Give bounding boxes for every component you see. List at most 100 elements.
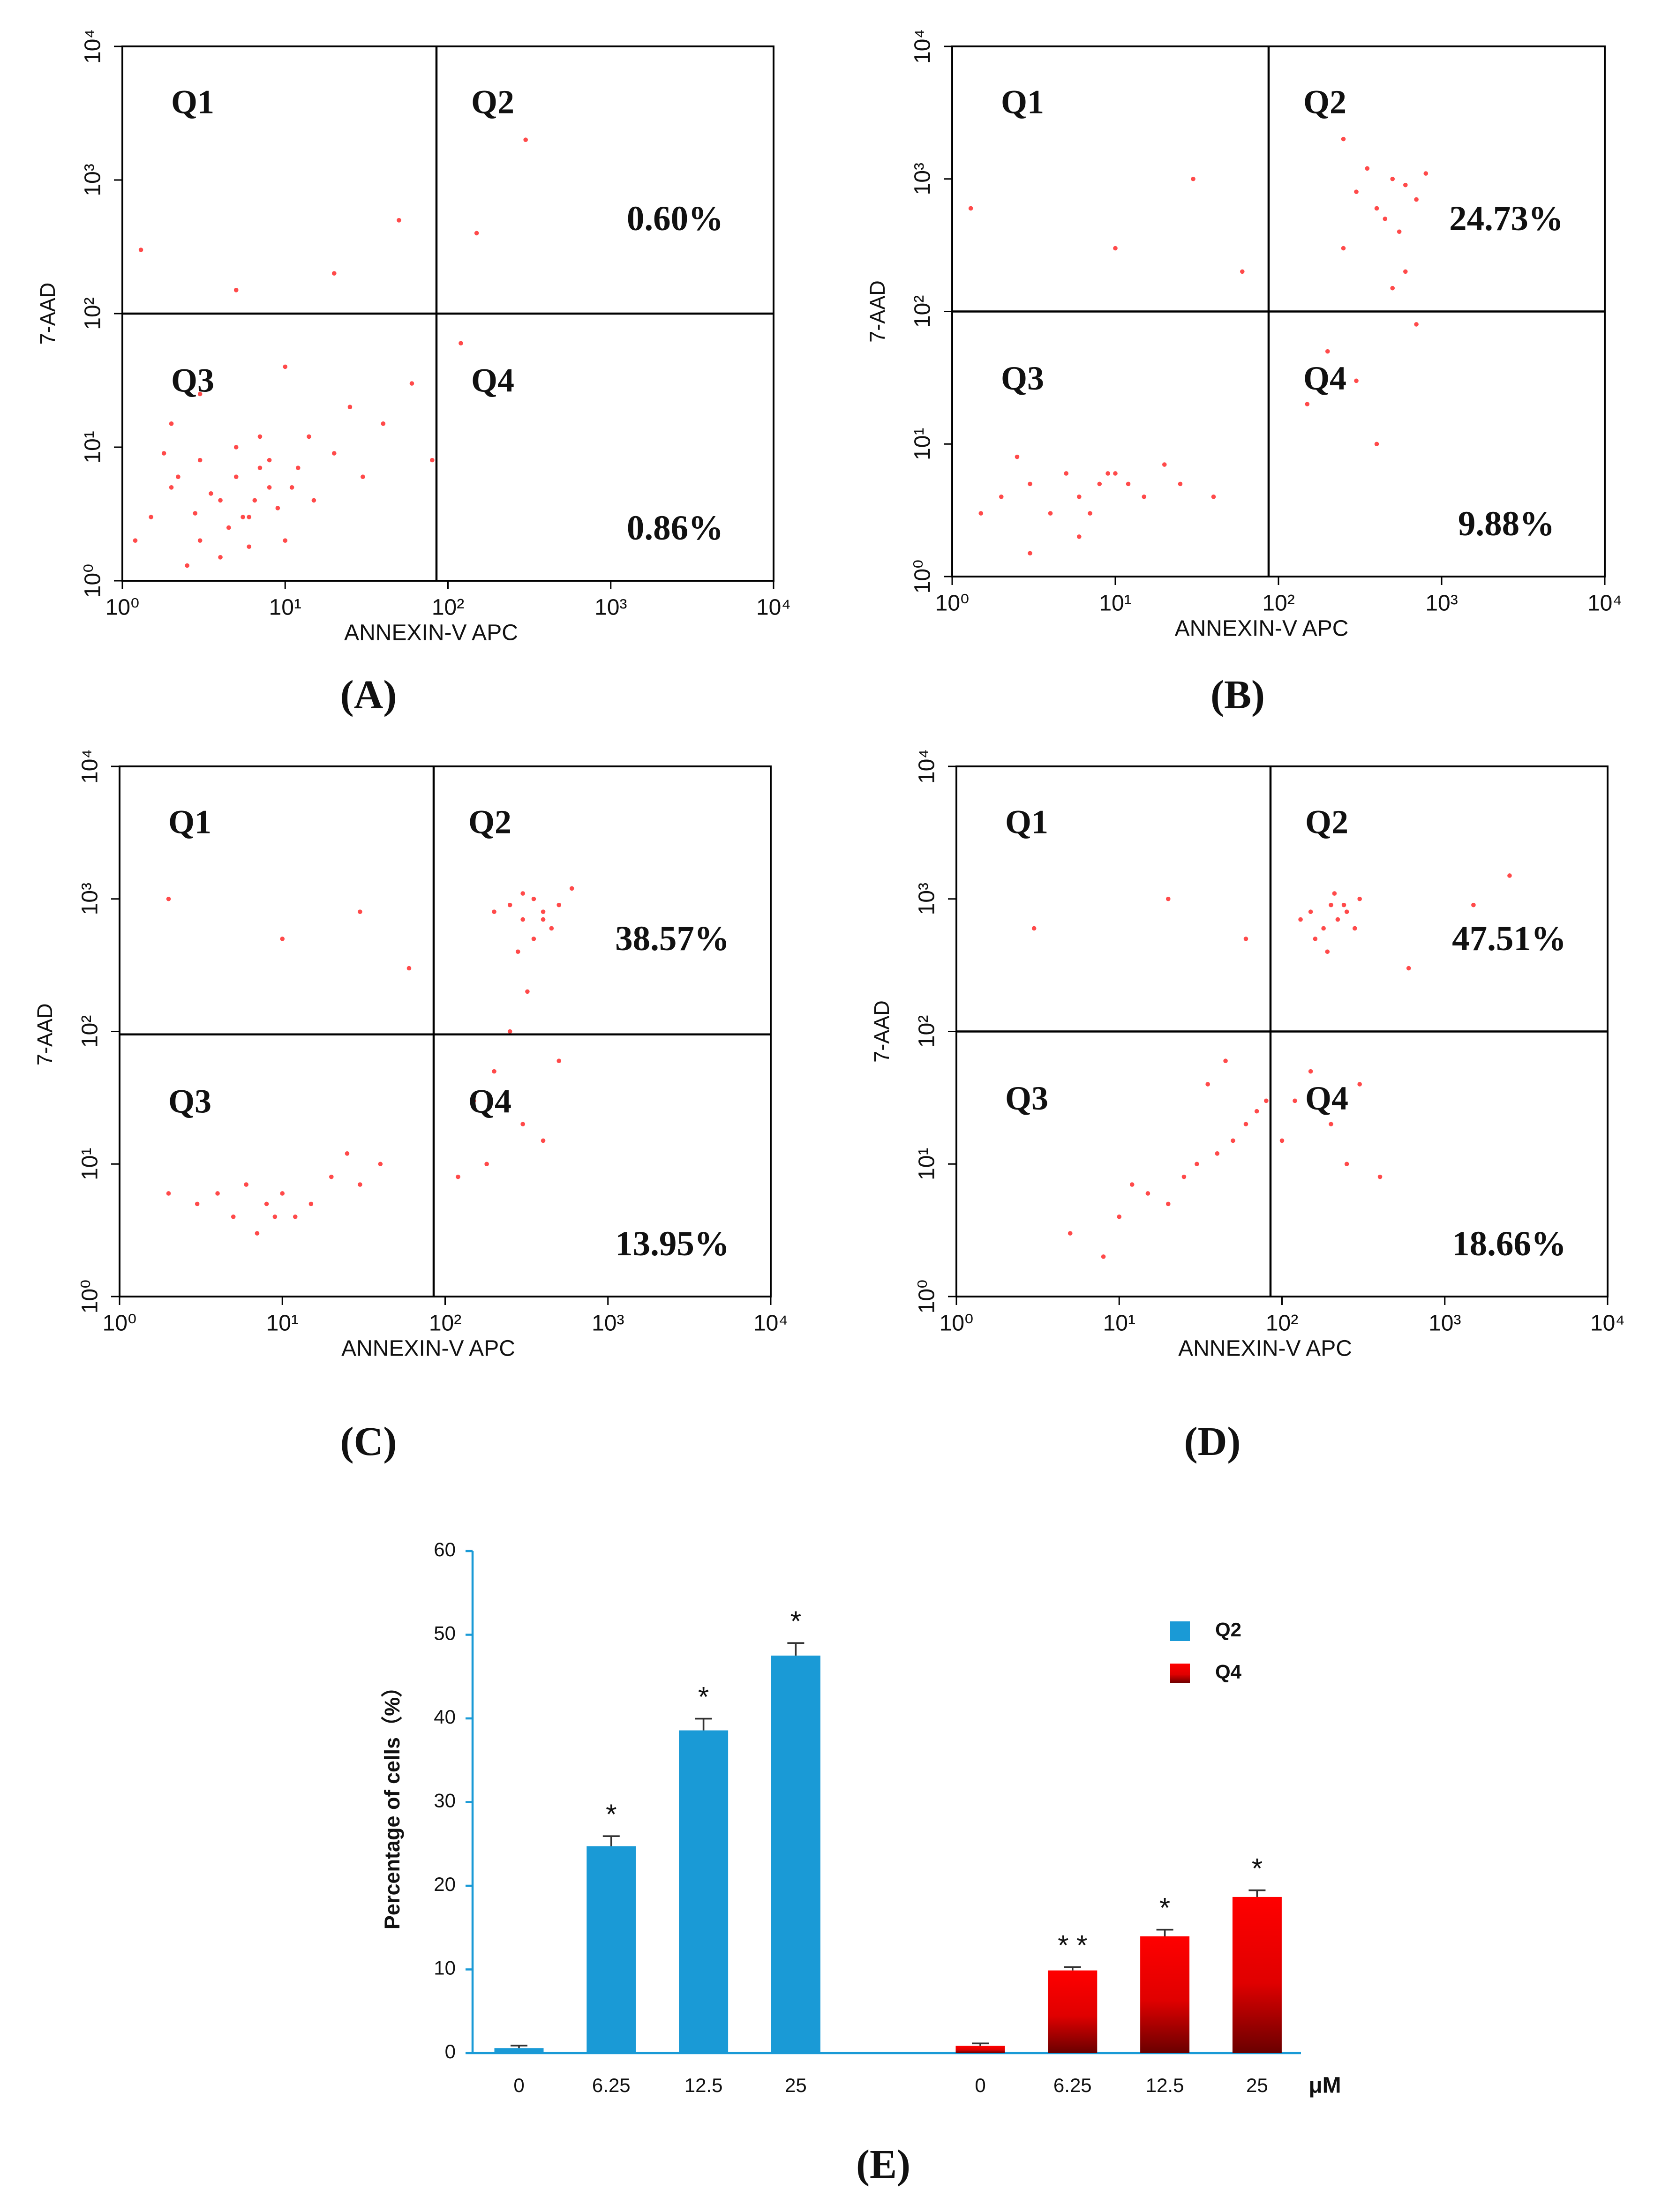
quadrant-label: Q3 (168, 1082, 211, 1120)
cell-point (1390, 285, 1395, 291)
cell-point (1162, 462, 1167, 467)
cell-point (1383, 217, 1388, 221)
y-axis-label: 7-AAD (36, 283, 60, 345)
quadrant-label: Q4 (1305, 1080, 1348, 1117)
y-tick-label: 10⁰ (81, 564, 105, 598)
quadrant-label: Q2 (1303, 83, 1346, 121)
legend-label: Q2 (1215, 1619, 1241, 1641)
cell-point (1191, 176, 1195, 181)
x-tick-label: 10⁰ (940, 1311, 974, 1336)
x-tick-label: 10³ (594, 595, 627, 620)
x-tick-label: 10² (432, 595, 464, 620)
quadrant-label: Q3 (1005, 1080, 1048, 1117)
cell-point (252, 498, 257, 503)
x-tick-label: 10³ (1428, 1311, 1461, 1336)
y-tick-label: 10¹ (78, 1148, 103, 1180)
x-tick-label: 10⁰ (105, 595, 140, 620)
cell-point (138, 247, 143, 252)
quadrant-label: Q2 (468, 803, 511, 841)
cell-point (1313, 937, 1318, 941)
x-tick-label: 10² (1262, 591, 1294, 616)
cell-point (1254, 1109, 1259, 1114)
panel-label: (E) (856, 2141, 910, 2187)
cell-point (999, 494, 1004, 499)
quadrant-label: Q4 (471, 362, 514, 399)
y-tick-label: 10⁴ (910, 29, 935, 64)
cell-point (185, 563, 189, 568)
x-tick-label: 0 (975, 2074, 985, 2096)
cell-point (541, 909, 546, 914)
bar (955, 2046, 1005, 2053)
cell-point (1279, 1138, 1285, 1143)
cell-point (531, 896, 536, 901)
q2-percent: 47.51% (1452, 919, 1566, 958)
cell-point (257, 465, 263, 470)
cell-point (264, 1201, 269, 1207)
quadrant-label: Q4 (468, 1082, 511, 1120)
cell-point (275, 506, 280, 510)
cell-point (231, 1214, 236, 1219)
cell-point (1414, 322, 1419, 327)
significance: * (698, 1681, 709, 1712)
x-axis-label: ANNEXIN-V APC (341, 1336, 515, 1361)
legend-label: Q4 (1215, 1661, 1242, 1683)
panel-label: (D) (1184, 1418, 1241, 1464)
cell-point (209, 491, 213, 496)
y-tick-label: 30 (434, 1790, 456, 1812)
cell-point (1064, 471, 1069, 476)
quadrant-label: Q3 (171, 362, 214, 399)
cell-point (169, 485, 174, 490)
cell-point (1397, 229, 1402, 234)
cell-point (255, 1231, 260, 1236)
cell-point (1325, 349, 1330, 354)
cell-point (149, 515, 153, 519)
cell-point (169, 421, 174, 426)
y-tick-label: 50 (434, 1622, 456, 1644)
cell-point (1264, 1098, 1269, 1103)
panel-label: (A) (340, 672, 397, 717)
panel-label: (B) (1210, 672, 1265, 717)
bar (1048, 1970, 1098, 2053)
cell-point (218, 555, 223, 560)
cell-point (381, 421, 386, 426)
cell-point (257, 434, 263, 439)
y-tick-label: 10² (915, 1015, 940, 1048)
cell-point (1223, 1058, 1228, 1064)
cell-point (166, 1191, 171, 1196)
cell-point (161, 451, 166, 456)
cell-point (1293, 1098, 1297, 1103)
y-tick-label: 10³ (910, 163, 935, 195)
cell-point (1325, 949, 1330, 954)
cell-point (197, 391, 203, 397)
q2-percent: 0.60% (627, 199, 723, 238)
cell-point (247, 544, 252, 549)
cell-point (1088, 511, 1092, 516)
x-tick-label: 10¹ (269, 595, 301, 620)
cell-point (1028, 551, 1032, 556)
significance: * (1159, 1892, 1170, 1924)
x-tick-label: 10¹ (1103, 1311, 1135, 1336)
cell-point (1215, 1151, 1220, 1156)
y-tick-label: 10⁴ (81, 29, 105, 64)
x-tick-label: 12.5 (1146, 2074, 1184, 2096)
panel-label: (C) (340, 1418, 397, 1464)
legend-swatch (1170, 1664, 1190, 1683)
cell-point (556, 902, 562, 907)
y-tick-label: 60 (434, 1538, 456, 1560)
y-tick-label: 10 (434, 1957, 456, 1979)
cell-point (549, 926, 554, 931)
cell-point (484, 1162, 489, 1167)
cell-point (515, 949, 520, 954)
cell-point (1126, 481, 1131, 487)
cell-point (1240, 269, 1245, 274)
x-tick-label: 12.5 (684, 2074, 723, 2096)
cell-point (430, 457, 435, 463)
x-tick-label: 10¹ (1099, 591, 1131, 616)
cell-point (280, 1191, 285, 1196)
cell-point (197, 538, 203, 543)
cell-point (1076, 494, 1082, 499)
cell-point (1165, 896, 1171, 901)
cell-point (492, 1069, 496, 1074)
cell-point (283, 538, 288, 543)
